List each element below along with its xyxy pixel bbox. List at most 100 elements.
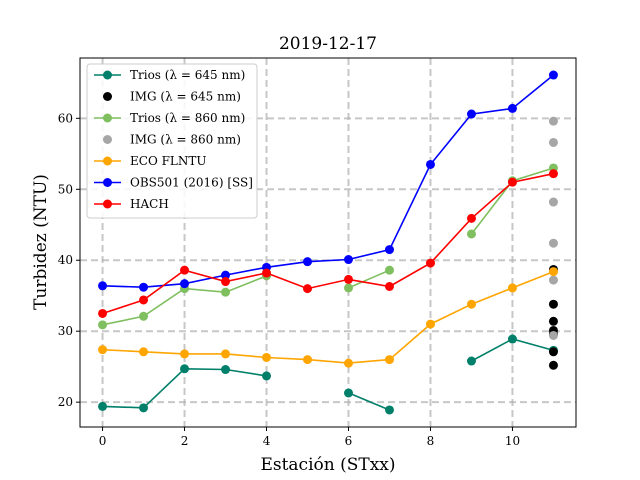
legend-box bbox=[86, 63, 258, 219]
series-0 bbox=[98, 334, 558, 415]
x-tick-label: 6 bbox=[345, 434, 353, 448]
data-point bbox=[548, 238, 558, 248]
data-point bbox=[548, 70, 558, 80]
data-point bbox=[343, 358, 353, 368]
data-point bbox=[98, 320, 108, 330]
series-3 bbox=[548, 116, 558, 340]
data-point bbox=[548, 116, 558, 126]
data-point bbox=[343, 255, 353, 265]
data-point bbox=[139, 282, 149, 292]
data-point bbox=[548, 169, 558, 179]
data-point bbox=[262, 268, 272, 278]
data-point bbox=[343, 388, 353, 398]
data-point bbox=[548, 197, 558, 207]
legend: Trios (λ = 645 nm) IMG (λ = 645 nm) Trios … bbox=[86, 63, 258, 219]
data-point bbox=[139, 403, 149, 413]
legend-label: Trios (λ = 645 nm) bbox=[130, 68, 245, 82]
data-point bbox=[548, 267, 558, 277]
data-point bbox=[139, 311, 149, 321]
data-point bbox=[466, 356, 476, 366]
data-point bbox=[221, 270, 231, 280]
data-point bbox=[466, 229, 476, 239]
data-point bbox=[466, 109, 476, 119]
legend-label: ECO FLNTU bbox=[130, 154, 207, 168]
data-point bbox=[180, 349, 190, 359]
data-point bbox=[221, 365, 231, 375]
x-tick-label: 10 bbox=[505, 434, 520, 448]
series-line bbox=[348, 392, 390, 411]
legend-marker bbox=[103, 156, 112, 166]
series-layer bbox=[98, 70, 558, 415]
legend-label: HACH bbox=[130, 197, 169, 211]
data-point bbox=[425, 258, 435, 268]
data-point bbox=[507, 103, 517, 113]
data-point bbox=[548, 299, 558, 309]
legend-label: Trios (λ = 860 nm) bbox=[130, 111, 245, 125]
y-tick-label: 60 bbox=[58, 111, 73, 125]
data-point bbox=[507, 177, 517, 187]
data-point bbox=[466, 299, 476, 309]
data-point bbox=[180, 279, 190, 289]
data-point bbox=[303, 284, 313, 294]
legend-label: IMG (λ = 645 nm) bbox=[130, 90, 241, 104]
data-point bbox=[139, 295, 149, 305]
y-tick-label: 20 bbox=[58, 395, 73, 409]
data-point bbox=[384, 355, 394, 365]
legend-marker bbox=[103, 135, 112, 144]
series-4 bbox=[98, 267, 558, 368]
legend-marker bbox=[103, 70, 112, 80]
data-point bbox=[548, 360, 558, 370]
y-tick-label: 40 bbox=[58, 253, 73, 267]
legend-entry: Trios (λ = 860 nm) bbox=[94, 111, 245, 125]
data-point bbox=[98, 308, 108, 318]
data-point bbox=[262, 352, 272, 362]
data-point bbox=[548, 316, 558, 326]
data-point bbox=[180, 265, 190, 275]
data-point bbox=[303, 355, 313, 365]
series-6 bbox=[98, 169, 558, 318]
data-point bbox=[548, 347, 558, 357]
y-tick-label: 50 bbox=[58, 182, 73, 196]
legend-entry: Trios (λ = 645 nm) bbox=[94, 68, 245, 82]
axis-ticks: 0 2 4 6 8 10 20 30 40 50 60 bbox=[58, 111, 520, 448]
x-axis-label: Estación (STxx) bbox=[260, 455, 395, 475]
legend-entry: IMG (λ = 645 nm) bbox=[103, 90, 241, 104]
data-point bbox=[98, 345, 108, 355]
data-point bbox=[343, 274, 353, 284]
data-point bbox=[507, 283, 517, 293]
y-tick-label: 30 bbox=[58, 324, 73, 338]
data-point bbox=[262, 371, 272, 381]
data-point bbox=[343, 283, 353, 293]
data-point bbox=[384, 405, 394, 415]
x-tick-label: 0 bbox=[99, 434, 107, 448]
data-point bbox=[221, 277, 231, 287]
plot-frame bbox=[79, 57, 577, 428]
legend-marker bbox=[103, 113, 112, 123]
data-point bbox=[221, 349, 231, 359]
data-point bbox=[384, 265, 394, 275]
legend-marker bbox=[103, 178, 112, 187]
data-point bbox=[180, 364, 190, 374]
legend-marker bbox=[103, 199, 112, 209]
x-tick-label: 4 bbox=[263, 434, 271, 448]
legend-entry: ECO FLNTU bbox=[94, 154, 207, 168]
data-point bbox=[139, 347, 149, 357]
legend-entry: HACH bbox=[94, 197, 169, 211]
legend-entry: OBS501 (2016) [SS] bbox=[94, 176, 253, 190]
series-line bbox=[102, 270, 554, 364]
legend-label: IMG (λ = 860 nm) bbox=[130, 133, 241, 147]
x-tick-label: 2 bbox=[181, 434, 189, 448]
data-point bbox=[303, 257, 313, 267]
series-line bbox=[102, 172, 554, 315]
y-axis-label: Turbidez (NTU) bbox=[31, 174, 51, 310]
data-point bbox=[507, 334, 517, 344]
data-point bbox=[98, 401, 108, 411]
data-point bbox=[98, 281, 108, 291]
series-line bbox=[348, 269, 390, 289]
legend-marker bbox=[103, 92, 112, 101]
data-point bbox=[384, 281, 394, 291]
series-5 bbox=[98, 70, 558, 292]
data-point bbox=[425, 159, 435, 169]
data-point bbox=[384, 245, 394, 255]
